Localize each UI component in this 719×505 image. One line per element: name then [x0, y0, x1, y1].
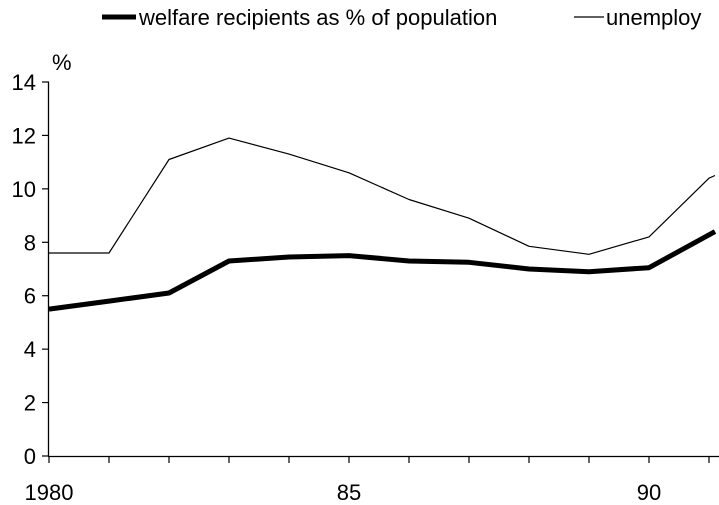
x-tick-label: 90 — [637, 480, 661, 505]
y-axis-ticks: 0 2 4 6 8 10 12 14 — [12, 70, 49, 469]
y-tick-label: 8 — [24, 230, 36, 255]
x-tick-label: 85 — [337, 480, 361, 505]
legend: welfare recipients as % of population un… — [102, 5, 701, 30]
y-axis-unit-label: % — [52, 50, 72, 75]
series-group — [48, 137, 717, 312]
series-line-1 — [49, 137, 716, 255]
legend-label-unemployment: unemploy — [606, 5, 701, 30]
legend-label-welfare: welfare recipients as % of population — [138, 5, 497, 30]
y-tick-label: 4 — [24, 337, 36, 362]
y-tick-label: 10 — [12, 177, 36, 202]
y-tick-label: 12 — [12, 123, 36, 148]
x-axis-ticks: 1980 85 90 — [25, 456, 710, 505]
y-tick-label: 0 — [24, 444, 36, 469]
x-tick-label: 1980 — [25, 480, 74, 505]
series-line-0 — [48, 229, 717, 312]
y-tick-label: 14 — [12, 70, 36, 95]
y-tick-label: 6 — [24, 284, 36, 309]
y-tick-label: 2 — [24, 391, 36, 416]
